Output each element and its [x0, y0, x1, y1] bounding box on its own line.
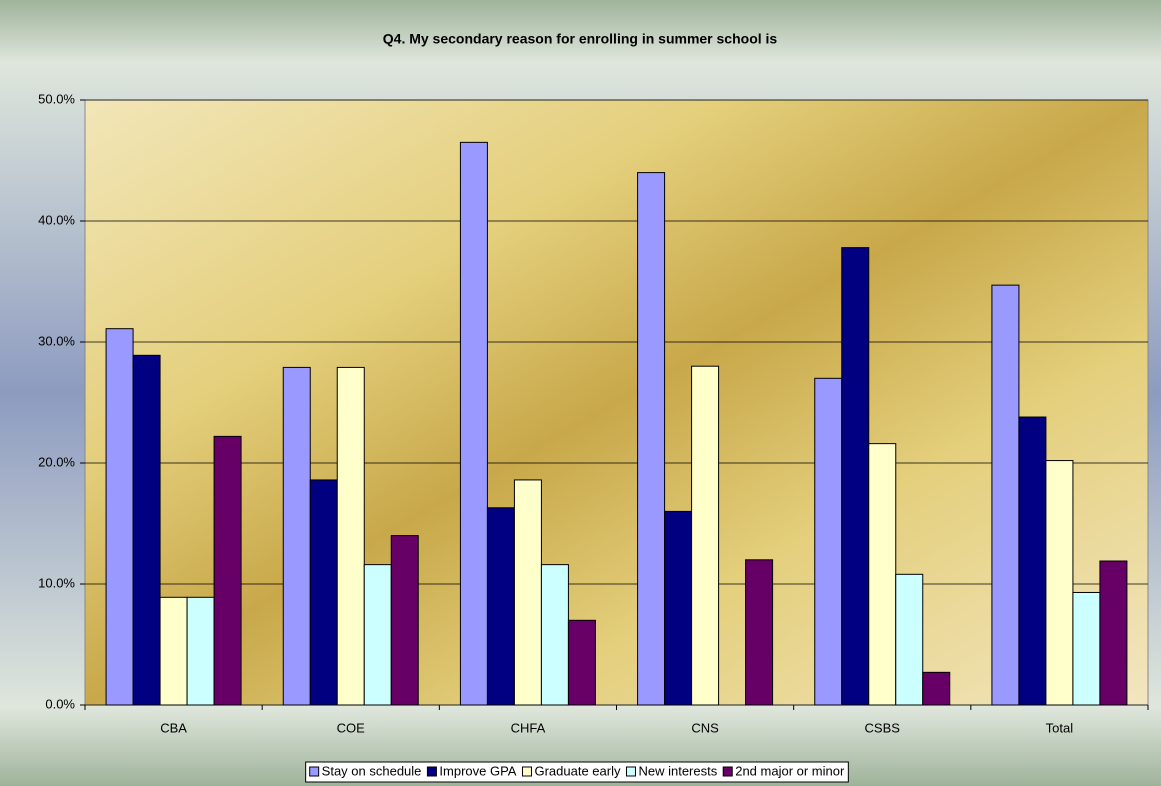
bar — [132, 354, 161, 706]
bar — [540, 564, 569, 706]
bar — [1018, 416, 1047, 706]
bar — [922, 671, 951, 706]
bar — [105, 328, 134, 706]
bar — [1072, 591, 1101, 706]
legend-swatch — [426, 766, 437, 777]
legend-label: Stay on schedule — [322, 763, 422, 778]
x-tick-label: CBA — [160, 720, 187, 735]
bar — [186, 596, 215, 706]
legend-swatch — [722, 766, 733, 777]
bar — [390, 535, 419, 706]
legend-label: Graduate early — [534, 763, 620, 778]
bar — [513, 479, 542, 706]
x-tick-label: CNS — [691, 720, 719, 735]
y-tick-label: 40.0% — [38, 212, 75, 227]
x-tick-label: CHFA — [511, 720, 546, 735]
bar — [1099, 560, 1128, 706]
bar — [486, 507, 515, 706]
bar — [363, 564, 392, 706]
legend-swatch — [309, 766, 320, 777]
bar — [637, 172, 666, 706]
bar — [664, 510, 693, 706]
legend-label: Improve GPA — [439, 763, 516, 778]
bar — [745, 559, 774, 706]
plot-area — [84, 99, 1149, 706]
bar — [1045, 460, 1074, 706]
bar — [159, 596, 188, 706]
bar — [309, 479, 338, 706]
legend-swatch — [521, 766, 532, 777]
y-tick-label: 10.0% — [38, 575, 75, 590]
chart-title: Q4. My secondary reason for enrolling in… — [383, 31, 778, 47]
bar — [841, 247, 870, 706]
legend-label: New interests — [638, 763, 717, 778]
y-tick-label: 50.0% — [38, 91, 75, 106]
bar — [691, 365, 720, 706]
legend — [305, 761, 849, 783]
bar — [895, 573, 924, 706]
bar — [459, 141, 488, 706]
legend-label: 2nd major or minor — [735, 763, 845, 778]
bar — [282, 366, 311, 706]
bar — [814, 377, 843, 706]
bar — [567, 619, 596, 706]
y-tick-label: 20.0% — [38, 454, 75, 469]
bar — [868, 443, 897, 706]
bar — [336, 366, 365, 706]
bar — [991, 284, 1020, 706]
bar — [213, 435, 242, 706]
x-tick-label: COE — [337, 720, 366, 735]
y-tick-label: 0.0% — [45, 696, 75, 711]
x-tick-label: CSBS — [865, 720, 901, 735]
y-tick-label: 30.0% — [38, 333, 75, 348]
legend-swatch — [625, 766, 636, 777]
x-tick-label: Total — [1046, 720, 1074, 735]
